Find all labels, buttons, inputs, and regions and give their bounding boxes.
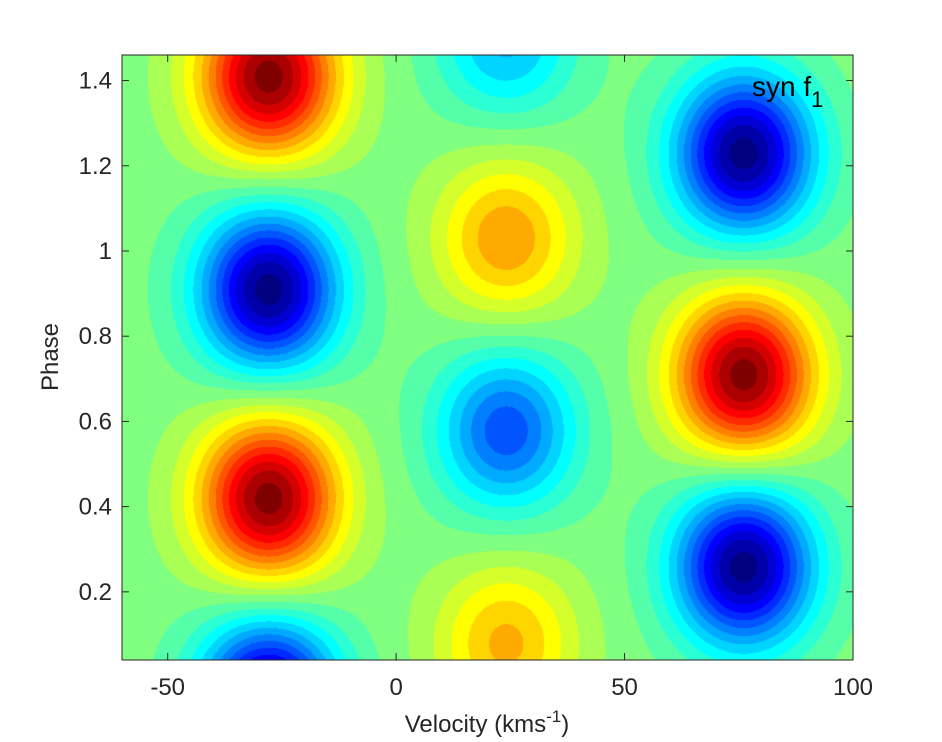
x-tick-label: 100 <box>833 674 873 701</box>
y-tick-label: 0.8 <box>79 323 112 350</box>
panel-annotation: syn f1 <box>752 71 823 112</box>
x-axis: -50 0 50 100 <box>150 55 873 701</box>
x-tick-label: -50 <box>150 674 185 701</box>
y-tick-label: 1 <box>99 238 112 265</box>
heatmap-container <box>122 55 853 660</box>
y-tick-label: 1.4 <box>79 68 112 95</box>
y-tick-label: 0.4 <box>79 494 112 521</box>
y-tick-label: 1.2 <box>79 153 112 180</box>
y-tick-label: 0.6 <box>79 408 112 435</box>
y-axis: 0.2 0.4 0.6 0.8 1 1.2 1.4 <box>79 68 853 606</box>
x-tick-label: 50 <box>611 674 638 701</box>
plot-area <box>121 54 854 661</box>
x-axis-label: Velocity (kms-1) <box>405 707 570 738</box>
axes-frame <box>121 54 854 661</box>
y-axis-label: Phase <box>37 323 64 391</box>
heatmap-image <box>122 55 853 660</box>
x-tick-label: 0 <box>389 674 402 701</box>
y-tick-label: 0.2 <box>79 579 112 606</box>
